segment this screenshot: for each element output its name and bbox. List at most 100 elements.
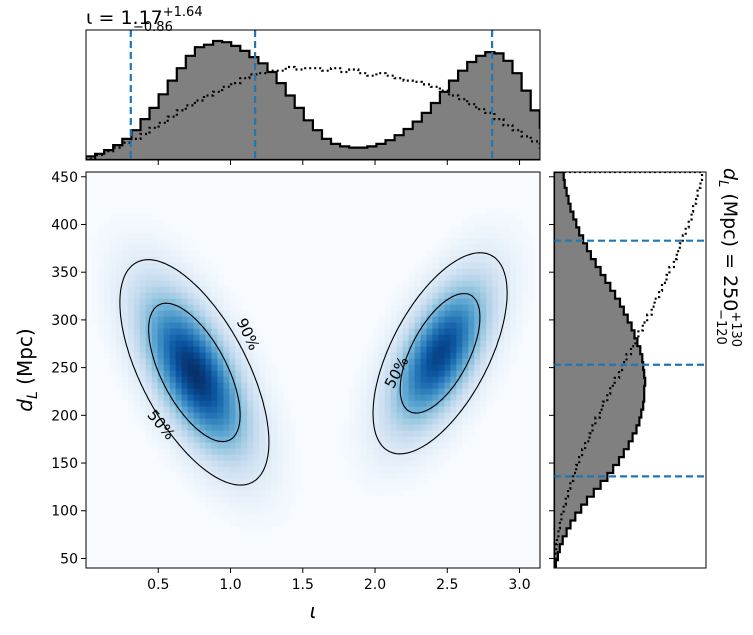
heatmap-cell bbox=[145, 232, 153, 239]
heatmap-cell bbox=[426, 436, 434, 443]
heatmap-cell bbox=[121, 232, 129, 239]
heatmap-cell bbox=[193, 352, 201, 359]
heatmap-cell bbox=[211, 268, 219, 275]
heatmap-cell bbox=[456, 334, 463, 341]
heatmap-cell bbox=[480, 406, 487, 413]
heatmap-cell bbox=[211, 508, 219, 515]
heatmap-cell bbox=[474, 412, 481, 419]
heatmap-cell bbox=[384, 310, 392, 317]
heatmap-cell bbox=[516, 238, 523, 245]
heatmap-cell bbox=[187, 370, 195, 377]
heatmap-cell bbox=[151, 394, 159, 401]
heatmap-cell bbox=[426, 352, 434, 359]
heatmap-cell bbox=[127, 304, 135, 311]
heatmap-cell bbox=[199, 274, 207, 281]
heatmap-cell bbox=[492, 286, 499, 293]
heatmap-cell bbox=[247, 316, 254, 323]
heatmap-cell bbox=[474, 328, 481, 335]
heatmap-cell bbox=[187, 382, 195, 389]
heatmap-cell bbox=[372, 424, 380, 431]
heatmap-cell bbox=[492, 292, 499, 299]
x-axis-ticks: 0.5 1.0 1.5 2.0 2.5 3.0 bbox=[147, 568, 531, 593]
heatmap-cell bbox=[205, 316, 213, 323]
heatmap-cell bbox=[127, 298, 135, 305]
heatmap-cell bbox=[414, 316, 422, 323]
heatmap-cell bbox=[486, 310, 493, 317]
heatmap-cell bbox=[175, 358, 183, 365]
heatmap-cell bbox=[223, 406, 230, 413]
heatmap-cell bbox=[432, 466, 440, 473]
heatmap-cell bbox=[229, 442, 236, 449]
heatmap-cell bbox=[360, 454, 368, 461]
heatmap-cell bbox=[522, 262, 529, 269]
heatmap-cell bbox=[211, 460, 219, 467]
heatmap-cell bbox=[456, 238, 463, 245]
heatmap-cell bbox=[384, 358, 392, 365]
heatmap-cell bbox=[498, 286, 505, 293]
heatmap-cell bbox=[480, 370, 487, 377]
heatmap-cell bbox=[139, 370, 147, 377]
heatmap-cell bbox=[366, 466, 374, 473]
heatmap-cell bbox=[456, 352, 463, 359]
heatmap-cell bbox=[366, 388, 374, 395]
heatmap-cell bbox=[229, 418, 236, 425]
heatmap-cell bbox=[223, 328, 230, 335]
heatmap-cell bbox=[103, 304, 111, 311]
heatmap-cell bbox=[253, 334, 260, 341]
heatmap-cell bbox=[480, 298, 487, 305]
heatmap-cell bbox=[402, 292, 410, 299]
heatmap-cell bbox=[271, 400, 278, 407]
heatmap-cell bbox=[229, 358, 236, 365]
heatmap-cell bbox=[444, 364, 451, 371]
heatmap-cell bbox=[193, 256, 201, 263]
heatmap-cell bbox=[366, 346, 374, 353]
heatmap-cell bbox=[372, 340, 380, 347]
heatmap-cell bbox=[396, 472, 404, 479]
heatmap-cell bbox=[247, 346, 254, 353]
heatmap-cell bbox=[390, 292, 398, 299]
heatmap-cell bbox=[139, 424, 147, 431]
heatmap-cell bbox=[474, 406, 481, 413]
heatmap-cell bbox=[384, 484, 392, 491]
heatmap-cell bbox=[187, 310, 195, 317]
heatmap-cell bbox=[438, 322, 446, 329]
heatmap-cell bbox=[366, 382, 374, 389]
heatmap-cell bbox=[426, 418, 434, 425]
iota-marginal-frame bbox=[85, 29, 541, 161]
heatmap-cell bbox=[163, 358, 171, 365]
heatmap-cell bbox=[187, 340, 195, 347]
heatmap-cell bbox=[420, 388, 428, 395]
heatmap-cell bbox=[348, 472, 356, 479]
heatmap-cell bbox=[498, 226, 505, 233]
heatmap-cell bbox=[522, 310, 529, 317]
heatmap-cell bbox=[253, 514, 260, 521]
heatmap-cell bbox=[420, 400, 428, 407]
heatmap-cell bbox=[408, 442, 416, 449]
heatmap-cell bbox=[354, 412, 362, 419]
heatmap-cell bbox=[211, 478, 219, 485]
heatmap-cell bbox=[522, 280, 529, 287]
heatmap-cell bbox=[103, 334, 111, 341]
heatmap-cell bbox=[438, 346, 446, 353]
heatmap-cell bbox=[223, 502, 230, 509]
heatmap-cell bbox=[145, 250, 153, 257]
heatmap-cell bbox=[229, 436, 236, 443]
heatmap-cell bbox=[492, 328, 499, 335]
heatmap-cell bbox=[277, 478, 284, 485]
heatmap-cell bbox=[217, 424, 224, 431]
heatmap-cell bbox=[223, 466, 230, 473]
heatmap-cell bbox=[217, 502, 224, 509]
heatmap-cell bbox=[480, 232, 487, 239]
heatmap-cell bbox=[390, 376, 398, 383]
heatmap-cell bbox=[211, 496, 219, 503]
heatmap-cell bbox=[474, 214, 481, 221]
heatmap-cell bbox=[187, 268, 195, 275]
heatmap-cell bbox=[384, 400, 392, 407]
heatmap-cell bbox=[492, 250, 499, 257]
heatmap-cell bbox=[109, 214, 117, 221]
heatmap-cell bbox=[486, 238, 493, 245]
heatmap-cell bbox=[145, 370, 153, 377]
heatmap-cell bbox=[396, 304, 404, 311]
heatmap-cell bbox=[229, 334, 236, 341]
heatmap-cell bbox=[151, 328, 159, 335]
